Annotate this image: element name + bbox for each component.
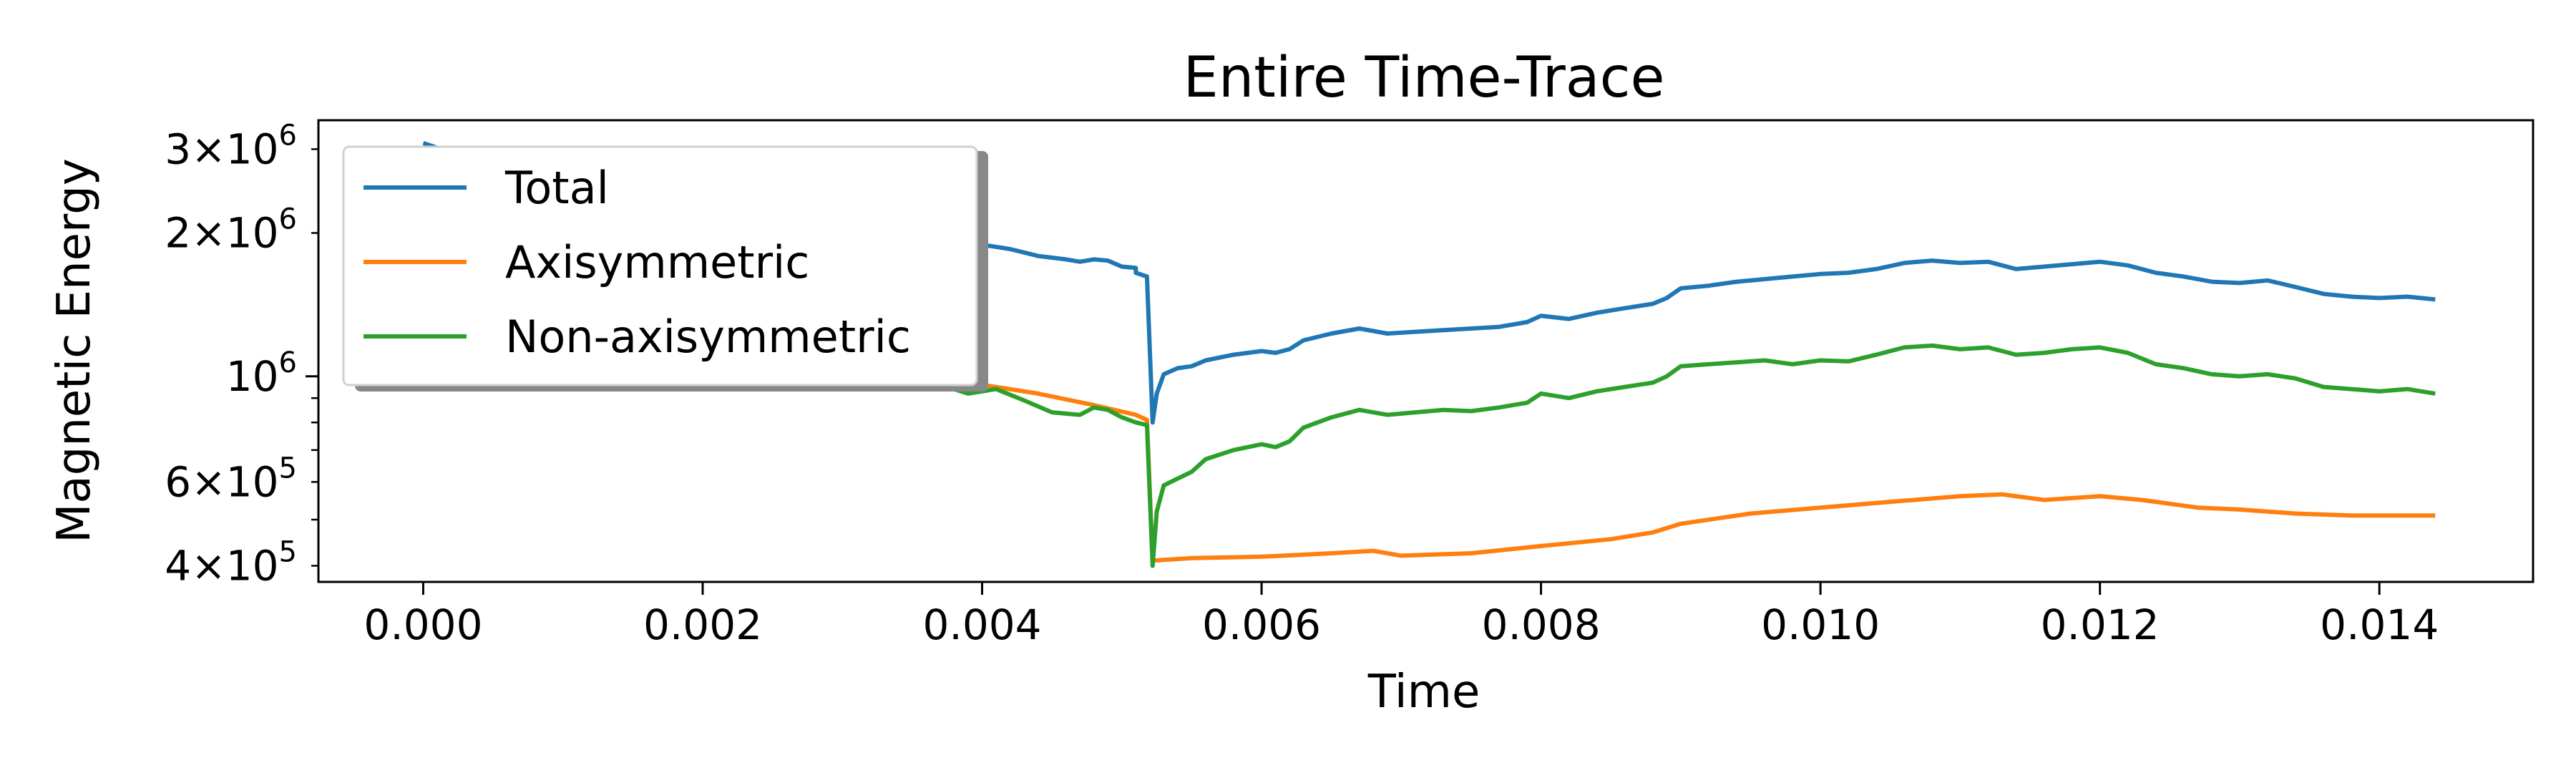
- legend-label: Non-axisymmetric: [505, 311, 911, 363]
- y-tick-label: 4×105: [165, 535, 297, 590]
- x-tick-label: 0.002: [643, 601, 762, 649]
- legend-items: Total Axisymmetric Non-axisymmetric: [364, 162, 911, 363]
- x-tick-label: 0.004: [923, 601, 1042, 649]
- series-line-non-axisymmetric: [423, 343, 2436, 568]
- y-tick-label: 2×106: [165, 203, 297, 258]
- y-tick-label: 3×106: [165, 119, 297, 173]
- legend-box: [342, 145, 978, 386]
- chart-title: Entire Time-Trace: [1184, 46, 1665, 110]
- legend-label: Axisymmetric: [505, 236, 809, 288]
- y-axis: 4×105 6×105 106 2×106 3×106: [165, 119, 318, 590]
- axes-frame: [317, 119, 2534, 583]
- plot-area: [317, 119, 2534, 583]
- y-axis-label: Magnetic Energy: [48, 158, 101, 543]
- series-layer: [422, 140, 2436, 568]
- x-tick-label: 0.000: [364, 601, 482, 649]
- x-tick-label: 0.006: [1202, 601, 1321, 649]
- x-tick-label: 0.008: [1482, 601, 1601, 649]
- x-tick-label: 0.010: [1761, 601, 1880, 649]
- x-axis: 0.000 0.002 0.004 0.006 0.008 0.010 0.012 0.014: [364, 582, 2439, 649]
- x-tick-label: 0.014: [2320, 601, 2439, 649]
- series-line-axisymmetric: [423, 361, 2436, 563]
- legend: Total Axisymmetric Non-axisymmetric: [342, 145, 988, 392]
- y-tick-label: 6×105: [165, 452, 297, 506]
- x-tick-label: 0.012: [2041, 601, 2160, 649]
- x-axis-label: Time: [1367, 666, 1480, 719]
- series-line-total: [422, 140, 2436, 425]
- y-tick-label: 106: [226, 346, 297, 401]
- legend-label: Total: [504, 162, 609, 214]
